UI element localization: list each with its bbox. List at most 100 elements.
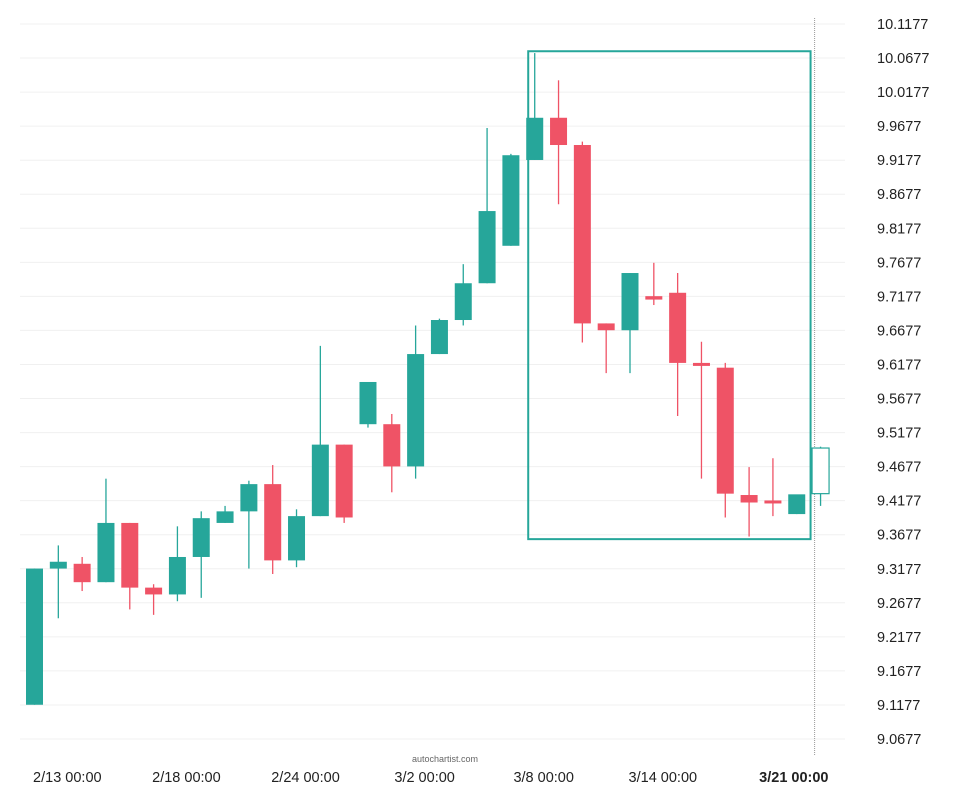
candle-body xyxy=(811,447,830,495)
y-tick-label: 9.6677 xyxy=(877,323,921,339)
candle xyxy=(383,413,401,493)
y-tick-label: 9.0677 xyxy=(877,732,921,748)
y-tick-label: 9.7177 xyxy=(877,289,921,305)
candle-body xyxy=(645,296,663,300)
candle-body xyxy=(573,145,591,324)
candle xyxy=(264,465,282,575)
grid-lines xyxy=(20,23,845,740)
x-tick-label: 3/2 00:00 xyxy=(394,770,454,786)
candle xyxy=(335,444,353,523)
candle-body xyxy=(359,381,377,425)
candle-body xyxy=(621,273,639,331)
candle-body xyxy=(288,516,306,561)
x-tick-label: 3/21 00:00 xyxy=(759,770,828,786)
candle xyxy=(502,153,520,246)
x-tick-label: 2/18 00:00 xyxy=(152,770,221,786)
y-tick-label: 9.4177 xyxy=(877,494,921,510)
y-tick-label: 9.3677 xyxy=(877,528,921,544)
candle-body xyxy=(407,354,425,467)
x-tick-label: 2/24 00:00 xyxy=(271,770,340,786)
y-axis-ticks: 10.1177 10.0677 10.0177 9.9677 9.9177 9.8677 9… xyxy=(877,17,929,748)
candle xyxy=(26,568,43,705)
candle xyxy=(49,545,67,619)
candle-body xyxy=(478,211,496,284)
candle-body xyxy=(526,117,544,160)
candle-body xyxy=(145,587,163,595)
candle-body xyxy=(692,362,710,366)
y-tick-label: 10.0677 xyxy=(877,51,929,67)
watermark: autochartist.com xyxy=(412,754,478,764)
candle xyxy=(430,318,448,355)
candle-body xyxy=(73,563,91,583)
candle-body xyxy=(764,500,782,504)
candle xyxy=(692,341,710,479)
candle-body xyxy=(216,511,234,523)
y-tick-label: 9.7677 xyxy=(877,255,921,271)
x-tick-label: 3/14 00:00 xyxy=(629,770,698,786)
candle-body xyxy=(240,484,258,512)
candle xyxy=(359,381,377,428)
y-tick-label: 9.8177 xyxy=(877,221,921,237)
y-tick-label: 9.1177 xyxy=(877,698,920,714)
candle xyxy=(621,273,639,374)
candle xyxy=(788,494,806,515)
x-tick-label: 3/8 00:00 xyxy=(513,770,573,786)
candle xyxy=(97,478,115,583)
candle-body xyxy=(454,283,472,321)
y-tick-label: 9.8677 xyxy=(877,187,921,203)
candle xyxy=(669,273,687,417)
candle xyxy=(740,467,758,537)
y-tick-label: 9.9177 xyxy=(877,153,921,169)
candle-body xyxy=(740,495,758,503)
candle xyxy=(192,511,210,598)
y-tick-label: 9.5677 xyxy=(877,392,921,408)
candle xyxy=(811,446,830,506)
y-tick-label: 9.2677 xyxy=(877,596,921,612)
candle xyxy=(645,262,663,306)
candle xyxy=(573,141,591,343)
y-tick-label: 9.2177 xyxy=(877,630,921,646)
candle xyxy=(550,80,568,205)
x-axis-ticks: 2/13 00:00 2/18 00:00 2/24 00:00 3/2 00:00 3… xyxy=(33,770,828,786)
candle xyxy=(145,584,163,615)
candle xyxy=(764,458,782,517)
candle xyxy=(311,345,329,517)
candle xyxy=(526,53,544,160)
y-tick-label: 9.4677 xyxy=(877,460,921,476)
pattern-box xyxy=(527,50,812,541)
candle xyxy=(454,264,472,326)
candle-body xyxy=(97,522,115,583)
y-tick-label: 9.1677 xyxy=(877,664,921,680)
candle-body xyxy=(669,292,687,363)
candle-body xyxy=(788,494,806,515)
candle xyxy=(716,362,734,518)
candle-body xyxy=(168,556,186,595)
y-tick-label: 9.6177 xyxy=(877,357,921,373)
candle xyxy=(73,556,91,592)
candle-body xyxy=(264,484,282,561)
candle-body xyxy=(502,155,520,246)
pattern-rectangle xyxy=(527,50,812,541)
candle-body xyxy=(311,444,329,517)
candle xyxy=(168,526,186,602)
candle-body xyxy=(26,568,43,705)
y-tick-label: 10.1177 xyxy=(877,17,928,33)
candle xyxy=(597,323,615,374)
candle xyxy=(216,505,234,523)
candle xyxy=(407,325,425,479)
y-tick-label: 9.3177 xyxy=(877,562,921,578)
candle xyxy=(288,509,306,568)
x-tick-label: 2/13 00:00 xyxy=(33,770,102,786)
candle-body xyxy=(597,323,615,331)
candle-body xyxy=(121,522,139,588)
candle-body xyxy=(716,367,734,494)
candle xyxy=(121,522,139,610)
candle-body xyxy=(335,444,353,518)
candle-body xyxy=(430,320,448,355)
candle-body xyxy=(49,561,67,569)
y-tick-label: 10.0177 xyxy=(877,85,929,101)
candle xyxy=(240,480,258,569)
y-tick-label: 9.9677 xyxy=(877,119,921,135)
